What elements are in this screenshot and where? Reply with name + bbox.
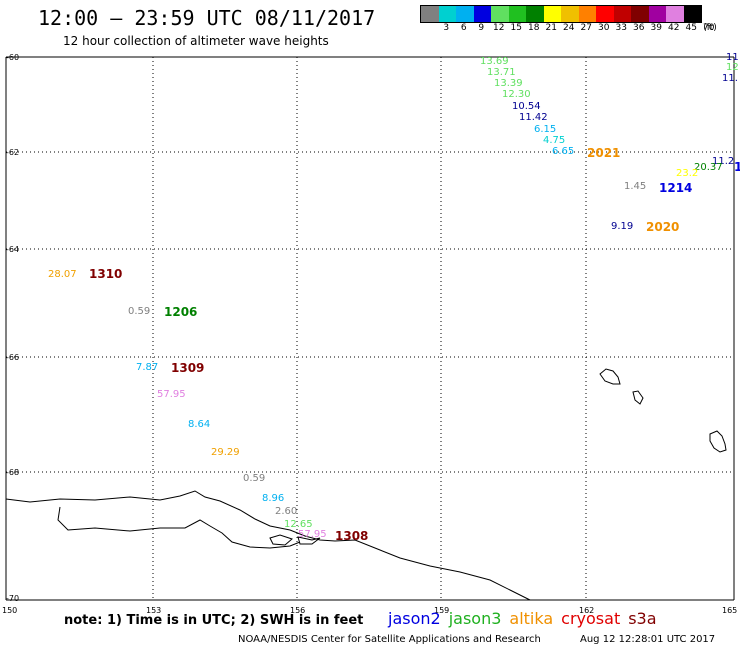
lat-label-66: -66 (6, 353, 20, 362)
scale-label: 12 (493, 23, 505, 33)
scale-swatch (473, 6, 491, 22)
lat-label-70: -70 (6, 594, 20, 603)
wave-height-label: 57.95 (157, 389, 186, 400)
scale-swatch (561, 6, 579, 22)
lat-label-62: -62 (6, 148, 20, 157)
pass-time-label: 2021 (587, 146, 621, 160)
wave-height-label: 0.59 (243, 473, 266, 484)
legend-item-jason2: jason2 (388, 609, 441, 628)
wave-height-label: 12.65 (284, 519, 313, 530)
scale-label: 33 (615, 23, 627, 33)
scale-label: 30 (598, 23, 610, 33)
wave-height-label: 0.59 (128, 306, 151, 317)
scale-swatch (648, 6, 666, 22)
scale-label: 42 (668, 23, 680, 33)
pass-time-label: 1309 (171, 361, 205, 375)
scale-label: 39 (650, 23, 662, 33)
lon-label-165: 165 (722, 606, 738, 615)
scale-swatch (456, 6, 474, 22)
chart-subtitle: 12 hour collection of altimeter wave hei… (63, 34, 329, 48)
wave-height-label: 11. (722, 73, 738, 84)
pass-time-label: 2020 (646, 220, 680, 234)
color-scale-bar (420, 5, 702, 23)
scale-label: 15 (510, 23, 522, 33)
scale-swatch (543, 6, 561, 22)
pass-time-label: 1 (734, 160, 740, 174)
scale-swatch (578, 6, 596, 22)
scale-swatch (526, 6, 544, 22)
pass-time-label: 1214 (659, 181, 693, 195)
wave-height-label: 7.87 (136, 362, 159, 373)
scale-label: 24 (563, 23, 575, 33)
scale-swatch (421, 6, 439, 22)
scale-label: 18 (528, 23, 540, 33)
wave-height-label: 6.15 (534, 124, 557, 135)
scale-swatch (631, 6, 649, 22)
wave-height-label: 6.65 (552, 146, 575, 157)
footer-credit: NOAA/NESDIS Center for Satellite Applica… (238, 634, 541, 645)
pass-time-label: 1206 (164, 305, 198, 319)
scale-label: 6 (460, 23, 467, 33)
lon-label-159: 159 (434, 606, 450, 615)
scale-swatch (666, 6, 684, 22)
lon-label-153: 153 (146, 606, 162, 615)
lon-label-162: 162 (579, 606, 595, 615)
pass-time-label: 1308 (335, 529, 369, 543)
scale-label: 21 (545, 23, 557, 33)
pass-time-label: 1310 (89, 267, 123, 281)
wave-height-label: 12 (726, 62, 739, 73)
scale-label: 36 (633, 23, 645, 33)
color-scale-labels: 3 6 9 12 15 18 21 24 27 30 33 36 39 42 45 70 (ft) (420, 23, 740, 35)
scale-label: 70 (703, 23, 715, 33)
wave-height-label: 20.37 (694, 162, 723, 173)
lon-label-156: 156 (290, 606, 306, 615)
wave-height-label: 9.19 (611, 221, 634, 232)
scale-label: 45 (685, 23, 697, 33)
wave-height-label: 57.95 (298, 529, 327, 540)
scale-label: 27 (580, 23, 592, 33)
wave-height-label: 28.07 (48, 269, 77, 280)
scale-swatch (596, 6, 614, 22)
lon-label-150: 150 (2, 606, 18, 615)
wave-height-label: 4.75 (543, 135, 566, 146)
legend-item-cryosat: cryosat (561, 609, 621, 628)
footer-timestamp: Aug 12 12:28:01 UTC 2017 (580, 634, 716, 645)
satellite-legend: jason2 jason3 altika cryosat s3a (388, 609, 665, 628)
wave-height-label: 13.69 (480, 56, 509, 67)
lat-label-60: -60 (6, 53, 20, 62)
wave-height-label: 2.60 (275, 506, 298, 517)
lat-label-64: -64 (6, 245, 20, 254)
scale-label: 9 (478, 23, 485, 33)
graticule (6, 57, 734, 600)
scale-label: 3 (443, 23, 450, 33)
wave-height-label: 11.2 (712, 156, 735, 167)
wave-height-label: 10.54 (512, 101, 541, 112)
wave-height-label: 11.42 (519, 112, 548, 123)
lat-label-68: -68 (6, 468, 20, 477)
coastline (5, 368, 727, 601)
scale-swatch (613, 6, 631, 22)
map-frame (5, 56, 735, 601)
footer-note: note: 1) Time is in UTC; 2) SWH is in fe… (64, 613, 364, 628)
wave-height-label: 11 (726, 52, 739, 63)
wave-height-label: 1.45 (624, 181, 647, 192)
wave-height-label: 13.71 (487, 67, 516, 78)
scale-unit: (ft) (703, 23, 717, 33)
scale-swatch (683, 6, 701, 22)
wave-height-label: 29.29 (211, 447, 240, 458)
legend-item-altika: altika (509, 609, 554, 628)
legend-item-s3a: s3a (628, 609, 657, 628)
wave-height-label: 23.2 (676, 168, 699, 179)
scale-swatch (508, 6, 526, 22)
scale-swatch (438, 6, 456, 22)
wave-height-label: 12.30 (502, 89, 531, 100)
wave-height-label: 8.96 (262, 493, 285, 504)
wave-height-label: 8.64 (188, 419, 211, 430)
scale-swatch (491, 6, 509, 22)
legend-item-jason3: jason3 (448, 609, 502, 628)
chart-title: 12:00 – 23:59 UTC 08/11/2017 (38, 6, 376, 30)
wave-height-label: 13.39 (494, 78, 523, 89)
